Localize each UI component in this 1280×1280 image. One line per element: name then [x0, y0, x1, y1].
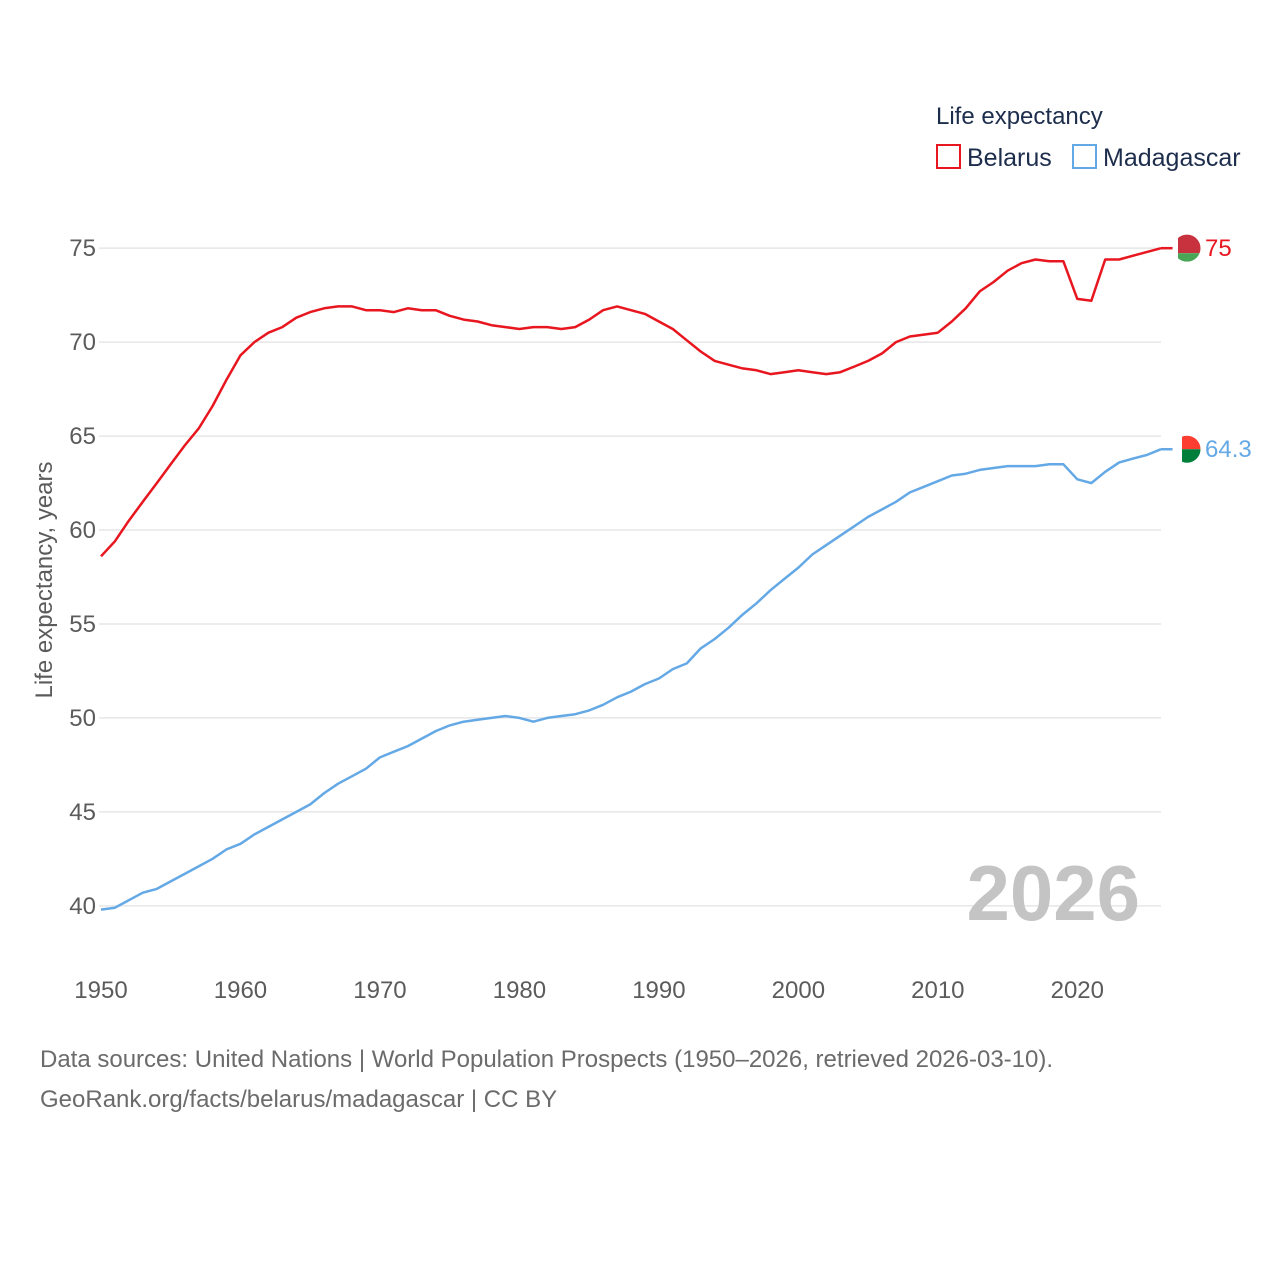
y-axis-label: Life expectancy, years [31, 461, 58, 698]
series-line-belarus [100, 246, 1162, 558]
legend-title: Life expectancy [936, 103, 1103, 130]
end-markers: 75 64.3 [1161, 233, 1252, 464]
data-source-text: Data sources: United Nations | World Pop… [40, 1046, 1054, 1073]
x-tick-label: 2020 [1051, 977, 1104, 1004]
source-link[interactable]: GeoRank.org/facts/belarus/madagascar | C… [40, 1086, 558, 1113]
madagascar-flag-icon [1172, 434, 1202, 464]
y-tick-label: 40 [69, 893, 96, 920]
y-tick-label: 45 [69, 799, 96, 826]
y-axis-ticks: 40 45 50 55 60 65 70 75 [69, 235, 96, 920]
gridlines [99, 247, 1161, 907]
legend: Life expectancy Belarus Madagascar [936, 103, 1241, 172]
legend-swatch-belarus [936, 144, 961, 169]
year-watermark: 2026 [966, 849, 1140, 937]
y-tick-label: 50 [69, 705, 96, 732]
x-tick-label: 1990 [632, 977, 685, 1004]
x-axis-ticks: 1950 1960 1970 1980 1990 2000 2010 2020 [74, 977, 1104, 1004]
legend-swatch-madagascar [1072, 144, 1097, 169]
x-tick-label: 1950 [74, 977, 127, 1004]
legend-item-madagascar[interactable]: Madagascar [1072, 144, 1241, 172]
legend-label-belarus: Belarus [967, 144, 1052, 172]
end-value-label-belarus: 75 [1205, 235, 1232, 262]
end-value-label-madagascar: 64.3 [1205, 436, 1252, 463]
legend-label-madagascar: Madagascar [1103, 144, 1241, 172]
y-tick-label: 65 [69, 423, 96, 450]
y-tick-label: 60 [69, 517, 96, 544]
x-tick-label: 1960 [214, 977, 267, 1004]
y-tick-label: 55 [69, 611, 96, 638]
x-tick-label: 1970 [353, 977, 406, 1004]
life-expectancy-chart: 40 45 50 55 60 65 70 75 1950 1960 1970 1980 1990 200… [31, 103, 1252, 1004]
footer: Data sources: United Nations | World Pop… [40, 1040, 1053, 1120]
x-tick-label: 1980 [493, 977, 546, 1004]
legend-item-belarus[interactable]: Belarus [936, 144, 1052, 172]
x-tick-label: 2010 [911, 977, 964, 1004]
y-tick-label: 70 [69, 329, 96, 356]
belarus-flag-icon [1172, 233, 1202, 263]
series-layer [100, 246, 1162, 911]
series-line-madagascar [100, 448, 1162, 911]
y-tick-label: 75 [69, 235, 96, 262]
x-tick-label: 2000 [772, 977, 825, 1004]
